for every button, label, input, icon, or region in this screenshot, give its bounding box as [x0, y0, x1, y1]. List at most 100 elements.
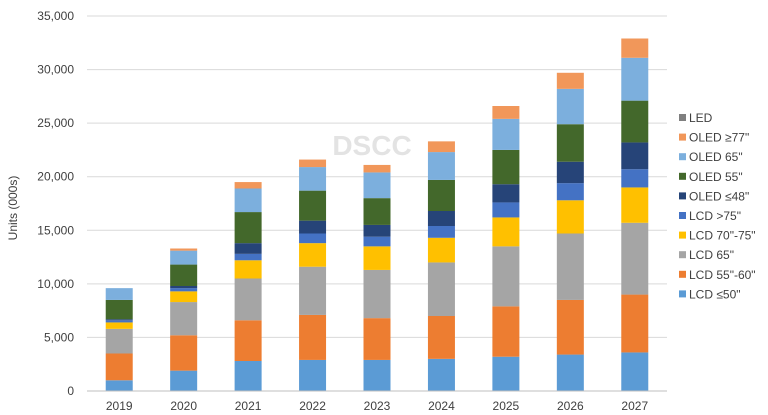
- bar-segment: [363, 246, 391, 270]
- bar-segment: [363, 318, 391, 360]
- bar-segment: [556, 233, 584, 300]
- x-tick-label: 2020: [170, 399, 197, 413]
- bar-segment: [170, 288, 198, 292]
- x-tick-label: 2026: [557, 399, 584, 413]
- legend-swatch: [679, 251, 686, 259]
- bar-segment: [492, 118, 520, 150]
- legend-swatch: [679, 114, 686, 121]
- bar-segment: [105, 320, 133, 323]
- bar-segment: [363, 198, 391, 225]
- bar-segment: [105, 380, 133, 391]
- bar-segment: [234, 212, 262, 244]
- bar-segment: [492, 356, 520, 391]
- y-tick-label: 5,000: [44, 330, 74, 344]
- y-axis-title: Units (000s): [6, 176, 20, 241]
- bar-segment: [621, 352, 649, 391]
- legend-label: LCD >75": [689, 209, 741, 223]
- bar-segment: [556, 88, 584, 125]
- bar-segment: [492, 149, 520, 185]
- legend-swatch: [679, 153, 686, 161]
- bar-segment: [299, 159, 327, 168]
- bar-segment: [299, 233, 327, 244]
- x-tick-label: 2025: [493, 399, 520, 413]
- bar-segment: [621, 100, 649, 143]
- bar-segment: [234, 182, 262, 189]
- bar-segment: [234, 253, 262, 261]
- y-tick-label: 10,000: [37, 277, 74, 291]
- bar-segment: [299, 359, 327, 391]
- bar-segment: [299, 266, 327, 315]
- bar-segment: [427, 358, 455, 391]
- legend-swatch: [679, 290, 686, 298]
- bar-segment: [170, 370, 198, 391]
- x-tick-label: 2019: [106, 399, 133, 413]
- y-tick-label: 35,000: [37, 9, 74, 23]
- bar-segment: [621, 294, 649, 353]
- y-tick-labels: 0 5,000 10,000 15,000 20,000 25,000 30,000 35,0…: [37, 9, 74, 398]
- bar-segment: [556, 72, 584, 89]
- x-tick-label: 2024: [428, 399, 455, 413]
- bar-segment: [170, 264, 198, 286]
- x-tick-labels: 2019 2020 2021 2022 2023 2024 2025 2026 2027: [106, 399, 649, 413]
- bar-segment: [427, 237, 455, 263]
- legend-label: LCD 70"-75": [689, 229, 756, 243]
- bar-segment: [234, 260, 262, 279]
- bar-segment: [427, 179, 455, 211]
- bar-segment: [234, 361, 262, 391]
- bar-segment: [170, 248, 198, 251]
- bar-segment: [105, 353, 133, 381]
- bar-segment: [299, 314, 327, 360]
- bar-segment: [363, 172, 391, 199]
- x-tick-label: 2023: [364, 399, 391, 413]
- bar-segment: [299, 243, 327, 267]
- y-tick-label: 20,000: [37, 170, 74, 184]
- legend-label: OLED 65": [689, 150, 743, 164]
- bar-segment: [556, 124, 584, 162]
- y-tick-label: 30,000: [37, 63, 74, 77]
- bars: [105, 38, 649, 391]
- bar-segment: [427, 211, 455, 226]
- bar-segment: [427, 152, 455, 180]
- legend-swatch: [679, 270, 686, 278]
- bar-segment: [105, 322, 133, 329]
- bar-segment: [299, 167, 327, 191]
- bar-segment: [363, 269, 391, 319]
- legend-swatch: [679, 212, 686, 219]
- bar-segment: [427, 226, 455, 238]
- bar-segment: [492, 217, 520, 247]
- y-tick-label: 0: [67, 384, 74, 398]
- bar-segment: [621, 38, 649, 58]
- y-tick-label: 15,000: [37, 223, 74, 237]
- x-tick-label: 2021: [235, 399, 262, 413]
- bar-segment: [105, 288, 133, 300]
- legend-swatch: [679, 231, 686, 239]
- legend-swatch: [679, 133, 686, 141]
- bar-segment: [105, 319, 133, 321]
- legend-label: LCD ≤50": [689, 287, 741, 301]
- legend-swatch: [679, 172, 686, 180]
- bar-segment: [234, 278, 262, 321]
- bar-segment: [427, 262, 455, 316]
- bar-segment: [363, 236, 391, 247]
- bar-segment: [621, 57, 649, 101]
- bar-segment: [363, 359, 391, 391]
- bar-segment: [621, 169, 649, 188]
- bar-segment: [556, 354, 584, 391]
- bar-segment: [299, 190, 327, 221]
- legend-label: LED: [689, 111, 713, 125]
- bar-segment: [234, 243, 262, 254]
- x-tick-label: 2022: [299, 399, 326, 413]
- legend-swatch: [679, 192, 686, 200]
- bar-segment: [170, 302, 198, 336]
- legend-label: OLED 55": [689, 170, 743, 184]
- bar-segment: [105, 299, 133, 320]
- bar-segment: [170, 286, 198, 289]
- bar-segment: [556, 299, 584, 355]
- watermark: DSCC: [332, 130, 411, 161]
- legend-label: LCD 55"-60": [689, 268, 756, 282]
- legend-label: LCD 65": [689, 248, 734, 262]
- x-tick-label: 2027: [621, 399, 648, 413]
- bar-segment: [492, 306, 520, 357]
- bar-segment: [363, 164, 391, 173]
- bar-segment: [492, 202, 520, 218]
